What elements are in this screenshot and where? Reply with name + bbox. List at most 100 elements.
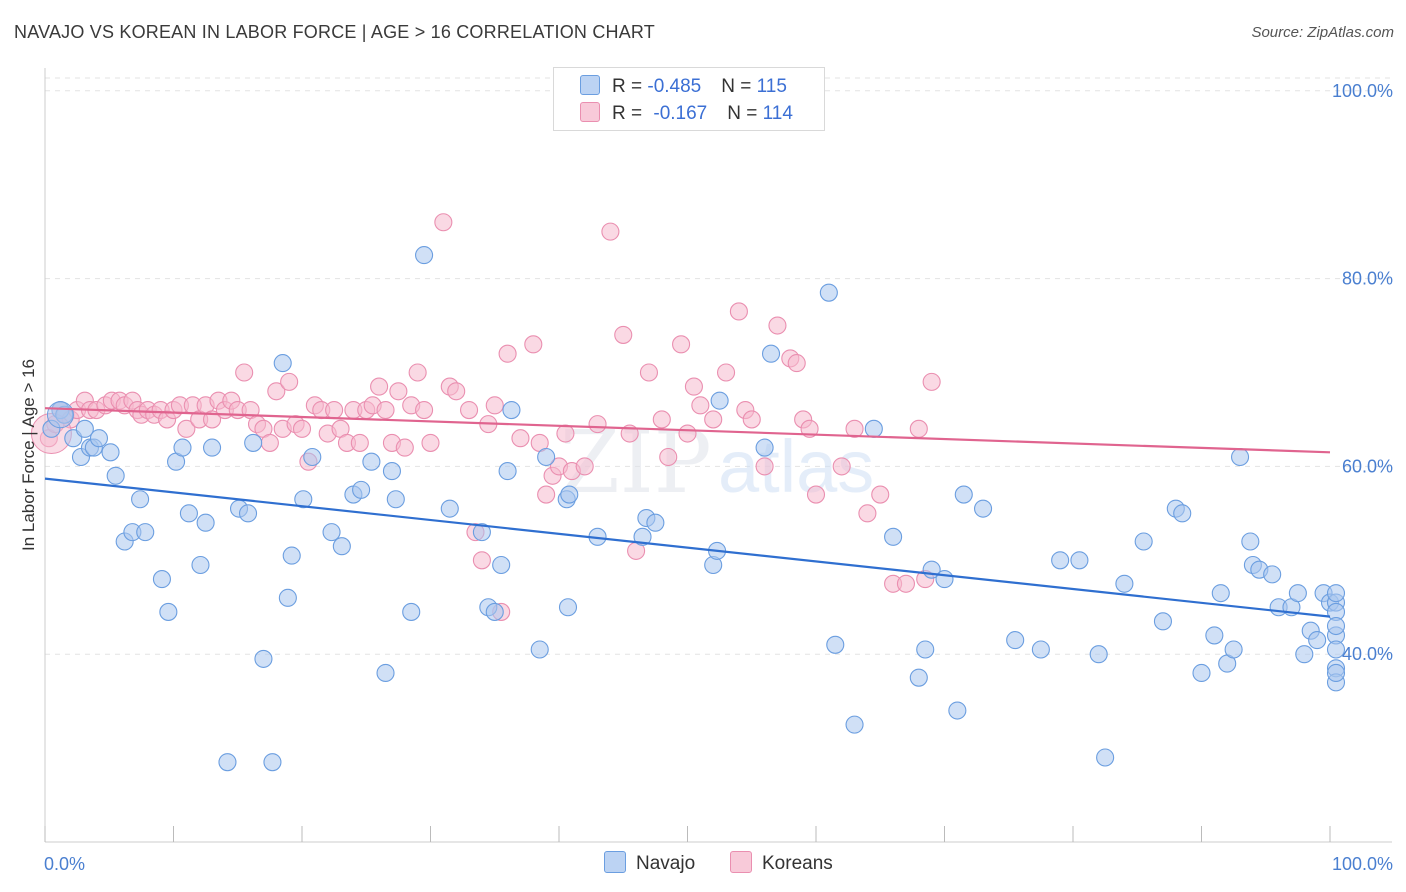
navajo-point [101, 443, 120, 462]
navajo-point [179, 504, 198, 523]
navajo-point [502, 400, 521, 420]
korean-point [742, 410, 761, 429]
korean-point [896, 574, 916, 593]
korean-n-value: 114 [762, 103, 793, 124]
korean-trend-line [44, 407, 1331, 454]
navajo-point [218, 753, 237, 772]
korean-point [524, 335, 543, 354]
navajo-point [273, 354, 292, 373]
korean-point [652, 410, 671, 429]
legend-row-navajo: R = -0.485 N = 115 [580, 75, 787, 98]
korean-point [421, 433, 440, 452]
navajo-point [537, 447, 556, 467]
korean-point [459, 400, 479, 420]
navajo-point [558, 598, 578, 617]
source-label: Source: ZipAtlas.com [1251, 24, 1394, 41]
navajo-point [1224, 640, 1243, 659]
trend-lines [44, 407, 1331, 618]
y-axis-title: In Labor Force | Age > 16 [19, 359, 38, 551]
korean-point [755, 457, 774, 476]
y-tick-label: 60.0% [1342, 456, 1393, 476]
korean-point [614, 325, 633, 344]
navajo-point [244, 433, 263, 452]
navajo-point [1263, 565, 1282, 584]
korean-swatch [580, 102, 600, 122]
bottom-legend-koreans: Koreans [730, 851, 833, 875]
korean-point [447, 382, 466, 401]
navajo-point [1326, 663, 1346, 683]
korean-point [858, 504, 877, 523]
navajo-point [1326, 616, 1346, 636]
navajo-point [282, 546, 301, 565]
korean-point [787, 354, 806, 373]
tick-labels: 40.0% 60.0% 80.0% 100.0% 0.0% 100.0% [44, 81, 1393, 874]
navajo-point [633, 527, 652, 546]
navajo-point [376, 663, 395, 683]
navajo-point [332, 537, 351, 556]
navajo-point [485, 602, 504, 621]
navajo-point [472, 523, 491, 542]
korean-point [729, 302, 748, 321]
korean-point [434, 213, 453, 232]
navajo-swatch [580, 75, 600, 95]
navajo-point [1308, 631, 1327, 650]
korean-point [235, 363, 254, 382]
navajo-point [173, 438, 192, 457]
navajo-legend-label: Navajo [636, 853, 696, 874]
korean-legend-swatch [730, 851, 752, 873]
navajo-point [1192, 663, 1211, 683]
navajo-point [530, 640, 549, 659]
navajo-point [136, 523, 155, 542]
korean-point [678, 424, 697, 443]
navajo-point [196, 513, 215, 532]
korean-points [30, 213, 941, 621]
korean-point [376, 400, 395, 420]
navajo-point [352, 480, 371, 499]
bottom-legend-navajo: Navajo [604, 851, 695, 875]
navajo-point [819, 283, 838, 302]
navajo-point [845, 715, 864, 734]
axes [44, 68, 1392, 843]
chart-title: NAVAJO VS KOREAN IN LABOR FORCE | AGE > … [14, 22, 655, 42]
navajo-point [238, 504, 258, 523]
navajo-point [646, 513, 665, 532]
navajo-point [1134, 532, 1153, 551]
legend-row-koreans: R = -0.167 N = 114 [580, 102, 793, 125]
navajo-point [498, 462, 517, 481]
korean-point [203, 410, 222, 429]
navajo-point [159, 602, 178, 621]
korean-point [292, 419, 312, 438]
navajo-point [1051, 551, 1070, 570]
navajo-point [440, 499, 459, 518]
navajo-point [884, 527, 903, 546]
korean-point [575, 457, 594, 476]
navajo-point [415, 246, 434, 265]
navajo-point [1326, 584, 1346, 603]
navajo-point [1070, 551, 1089, 570]
navajo-point [386, 490, 405, 509]
korean-point [260, 433, 279, 452]
navajo-point [263, 753, 282, 772]
korean-point [498, 344, 517, 363]
y-tick-label: 40.0% [1342, 644, 1393, 664]
navajo-point [382, 462, 402, 481]
navajo-point [1173, 504, 1192, 523]
korean-point [588, 415, 607, 434]
navajo-point [1006, 631, 1025, 650]
korean-point [389, 382, 408, 401]
korean-r-value: -0.167 [653, 103, 708, 124]
korean-point [704, 410, 723, 429]
navajo-point [1288, 584, 1307, 603]
korean-point [408, 363, 427, 382]
navajo-point [131, 490, 150, 509]
navajo-point [254, 649, 273, 668]
navajo-point [492, 555, 511, 575]
navajo-point [1231, 447, 1250, 467]
korean-point [280, 372, 299, 391]
navajo-trend-line [44, 477, 1331, 618]
korean-point [806, 485, 826, 504]
navajo-cluster-point [46, 401, 74, 429]
navajo-point [89, 429, 109, 448]
navajo-point [1096, 748, 1115, 767]
